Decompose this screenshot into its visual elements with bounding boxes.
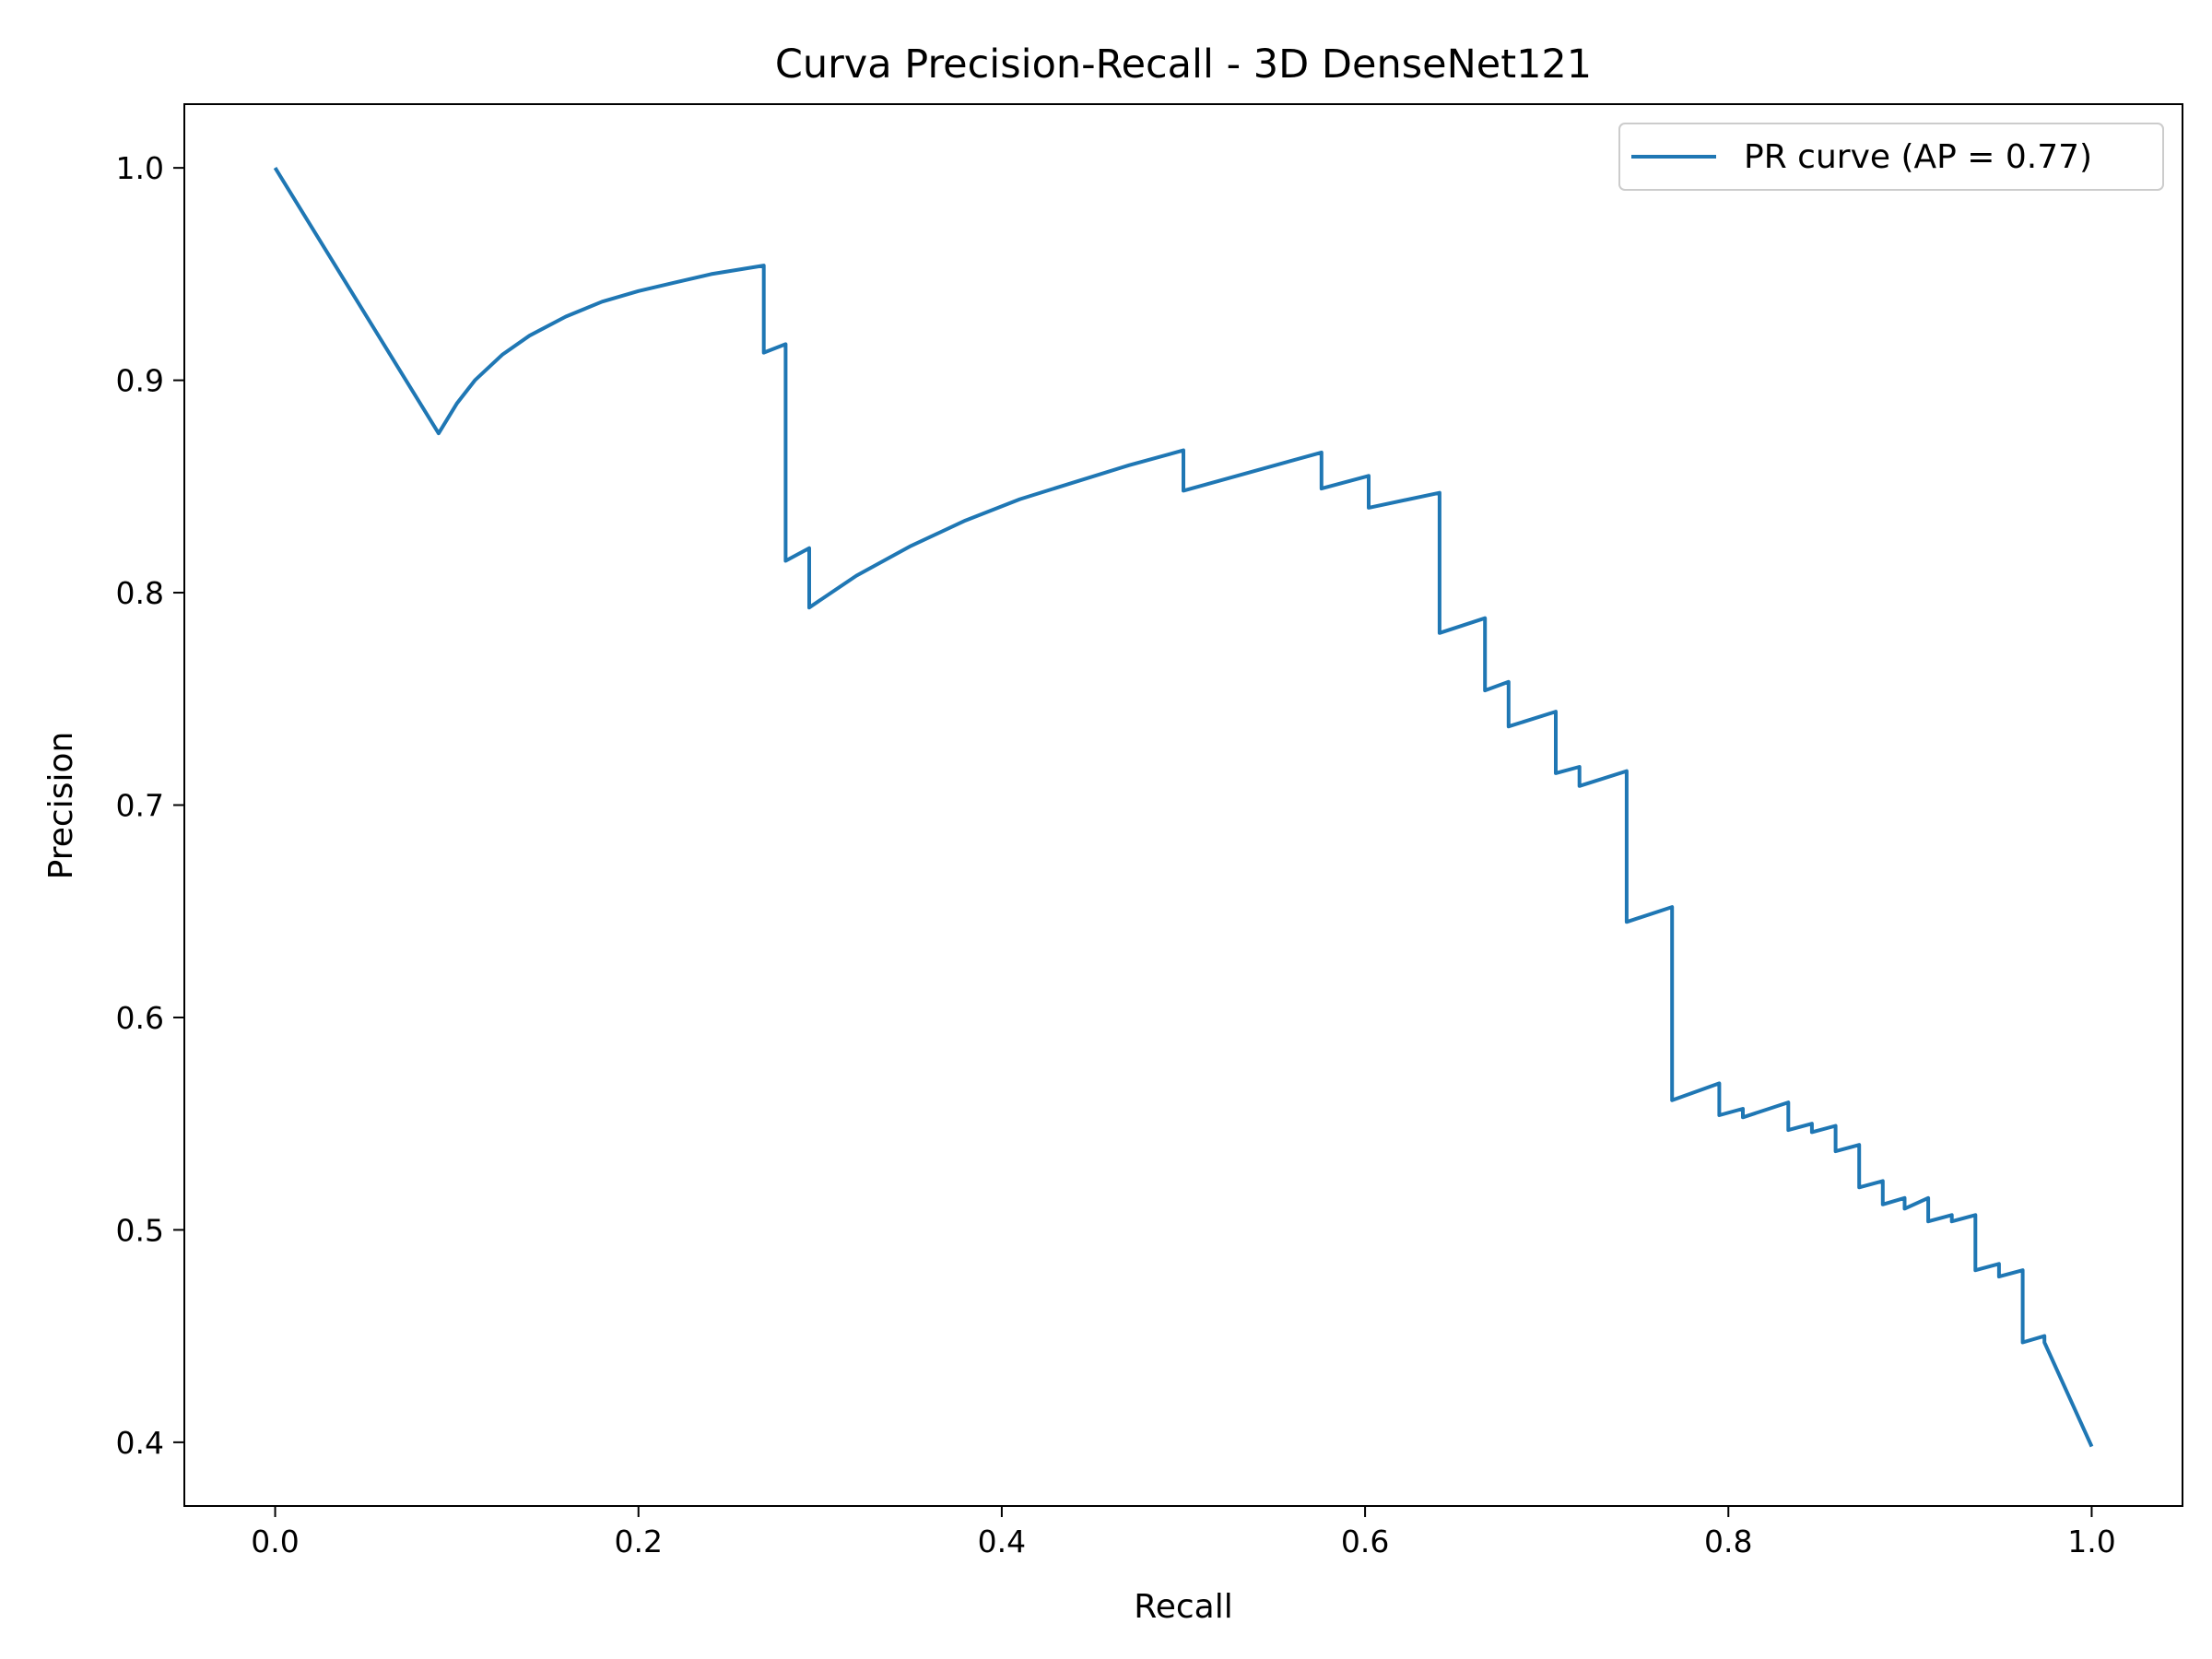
y-tick-label: 0.6: [116, 1000, 164, 1036]
x-tick-label: 1.0: [2067, 1524, 2115, 1559]
x-tick-label: 0.4: [978, 1524, 1026, 1559]
y-tick-label: 0.4: [116, 1425, 164, 1461]
legend-frame: [1618, 123, 2164, 191]
y-axis-ticks: 0.4 0.5 0.6 0.7 0.8 0.9 1.0: [116, 150, 184, 1461]
x-tick-label: 0.2: [614, 1524, 662, 1559]
y-tick-label: 1.0: [116, 150, 164, 186]
y-tick-label: 0.8: [116, 575, 164, 611]
x-tick-label: 0.8: [1704, 1524, 1752, 1559]
y-tick-label: 0.7: [116, 788, 164, 824]
x-axis-ticks: 0.0 0.2 0.4 0.6 0.8 1.0: [251, 1506, 2116, 1559]
y-tick-label: 0.9: [116, 363, 164, 399]
y-axis-label: Precision: [42, 732, 80, 880]
plot-area: [184, 104, 2183, 1506]
legend: PR curve (AP = 0.77): [1618, 123, 2164, 191]
pr-curve-line: [273, 167, 2094, 1448]
curve-layer: [273, 167, 2094, 1448]
chart-title: Curva Precision-Recall - 3D DenseNet121: [775, 41, 1592, 88]
x-tick-label: 0.6: [1341, 1524, 1389, 1559]
x-tick-label: 0.0: [251, 1524, 299, 1559]
x-axis-label: Recall: [1134, 1588, 1232, 1626]
legend-label: PR curve (AP = 0.77): [1744, 138, 2092, 176]
y-tick-label: 0.5: [116, 1212, 164, 1248]
